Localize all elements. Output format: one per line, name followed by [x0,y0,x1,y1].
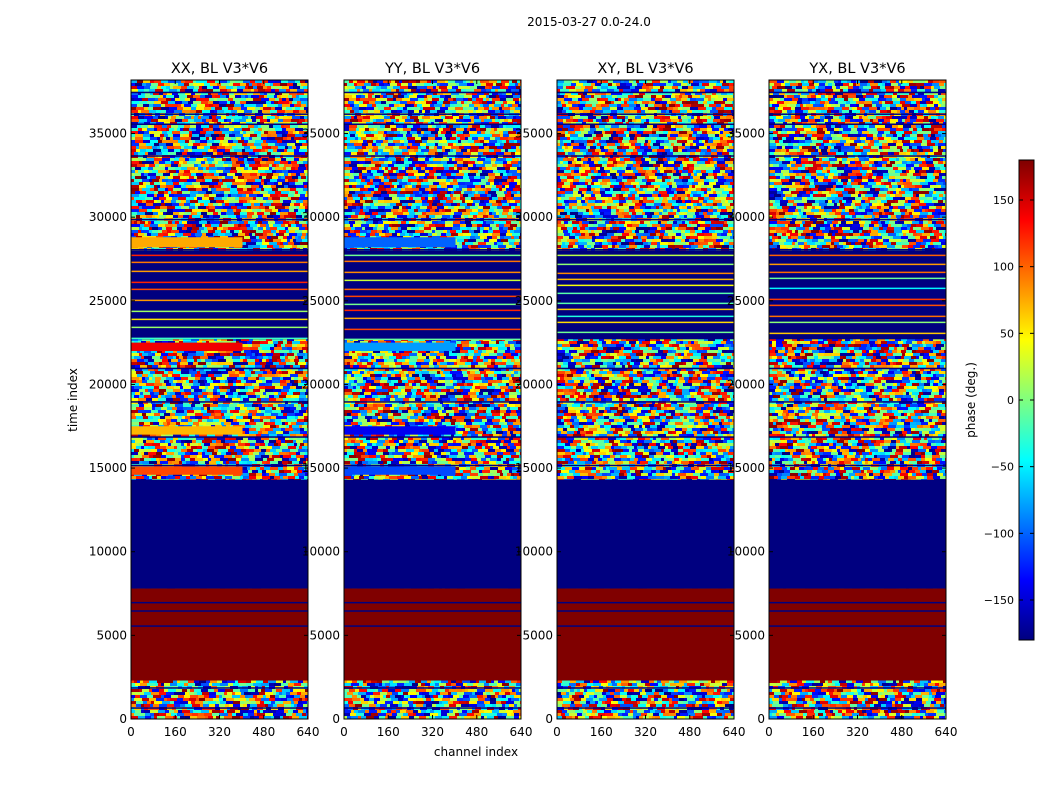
heatmap-image [769,80,946,719]
y-tick-label: 5000 [309,628,340,642]
panel-xy: XY, BL V3*V6 0 160 320 480 640 0 5000 10000 15000… [515,61,746,739]
special-row [131,237,243,248]
y-tick-label: 0 [545,712,553,726]
panel-title: YY, BL V3*V6 [384,61,480,77]
x-tick-label: 320 [421,725,444,739]
solid-band [344,479,521,589]
x-tick-label: 640 [723,725,746,739]
x-tick-label: 640 [510,725,533,739]
colorbar-tick-label: 100 [993,261,1014,274]
solid-band [344,588,521,681]
x-tick-label: 480 [890,725,913,739]
stripe-region [344,250,521,340]
y-tick-label: 0 [119,712,127,726]
panel-title: YX, BL V3*V6 [808,61,905,77]
colorbar-tick-label: −100 [984,527,1014,540]
x-tick-label: 320 [846,725,869,739]
solid-band [557,588,734,681]
colorbar-tick-label: −150 [984,594,1014,607]
y-tick-label: 20000 [515,377,553,391]
colorbar-tick-label: 50 [1000,327,1014,340]
stripe-region [131,250,308,340]
y-tick-label: 25000 [89,294,127,308]
special-row [344,426,456,435]
y-tick-label: 0 [332,712,340,726]
y-tick-label: 25000 [302,294,340,308]
y-tick-label: 10000 [727,545,765,559]
x-tick-label: 160 [802,725,825,739]
special-row [344,342,456,351]
x-tick-label: 0 [765,725,773,739]
y-tick-label: 30000 [302,210,340,224]
panel-title: XY, BL V3*V6 [597,61,693,77]
y-tick-label: 5000 [522,628,553,642]
x-tick-label: 160 [164,725,187,739]
x-axis-label: channel index [434,745,518,759]
solid-band [769,588,946,681]
colorbar-tick-label: 150 [993,194,1014,207]
panel-xx: XX, BL V3*V6 0 160 320 480 640 0 5000 10000 15000… [89,61,320,739]
x-tick-label: 480 [465,725,488,739]
x-tick-label: 640 [297,725,320,739]
y-tick-label: 15000 [515,461,553,475]
panels-group: XX, BL V3*V6 0 160 320 480 640 0 5000 10000 15000… [89,61,958,739]
y-tick-label: 25000 [727,294,765,308]
y-tick-label: 30000 [89,210,127,224]
y-tick-label: 30000 [515,210,553,224]
heatmap-image [344,80,521,719]
y-tick-label: 5000 [96,628,127,642]
special-row [344,466,456,475]
x-tick-label: 320 [208,725,231,739]
figure-suptitle: 2015-03-27 0.0-24.0 [527,15,651,29]
special-row [344,237,456,248]
x-tick-label: 160 [377,725,400,739]
y-axis-label: time index [66,368,80,432]
panel-yx: YX, BL V3*V6 0 160 320 480 640 0 5000 10000 15000… [727,61,958,739]
y-tick-label: 0 [757,712,765,726]
solid-band [769,479,946,589]
colorbar-label: phase (deg.) [964,362,978,438]
y-tick-label: 30000 [727,210,765,224]
heatmap-image [557,80,734,719]
panel-yy: YY, BL V3*V6 0 160 320 480 640 0 5000 10000 15000… [302,61,533,739]
solid-band [557,479,734,589]
solid-band [131,479,308,589]
stripe-region [557,250,734,340]
y-tick-label: 25000 [515,294,553,308]
y-tick-label: 15000 [89,461,127,475]
y-tick-label: 35000 [727,127,765,141]
x-tick-label: 0 [340,725,348,739]
y-tick-label: 35000 [302,127,340,141]
y-tick-label: 10000 [302,545,340,559]
y-tick-label: 35000 [515,127,553,141]
y-tick-label: 20000 [727,377,765,391]
solid-band [131,588,308,681]
heatmap-image [131,80,308,719]
x-tick-label: 640 [935,725,958,739]
y-tick-label: 20000 [89,377,127,391]
y-tick-label: 10000 [89,545,127,559]
y-tick-label: 20000 [302,377,340,391]
special-row [131,426,243,435]
colorbar: 150 100 50 0 −50 −100 −150 phase (deg.) [964,159,1035,641]
stripe-region [769,250,946,340]
x-tick-label: 480 [678,725,701,739]
colorbar-tick-label: 0 [1007,394,1014,407]
x-tick-label: 0 [127,725,135,739]
x-tick-label: 480 [252,725,275,739]
panel-title: XX, BL V3*V6 [171,61,268,77]
y-tick-label: 35000 [89,127,127,141]
special-row [131,466,243,475]
y-tick-label: 15000 [302,461,340,475]
x-tick-label: 320 [634,725,657,739]
x-tick-label: 160 [590,725,613,739]
y-tick-label: 5000 [734,628,765,642]
colorbar-tick-label: −50 [991,461,1014,474]
x-tick-label: 0 [553,725,561,739]
y-tick-label: 10000 [515,545,553,559]
y-tick-label: 15000 [727,461,765,475]
special-row [131,342,243,351]
